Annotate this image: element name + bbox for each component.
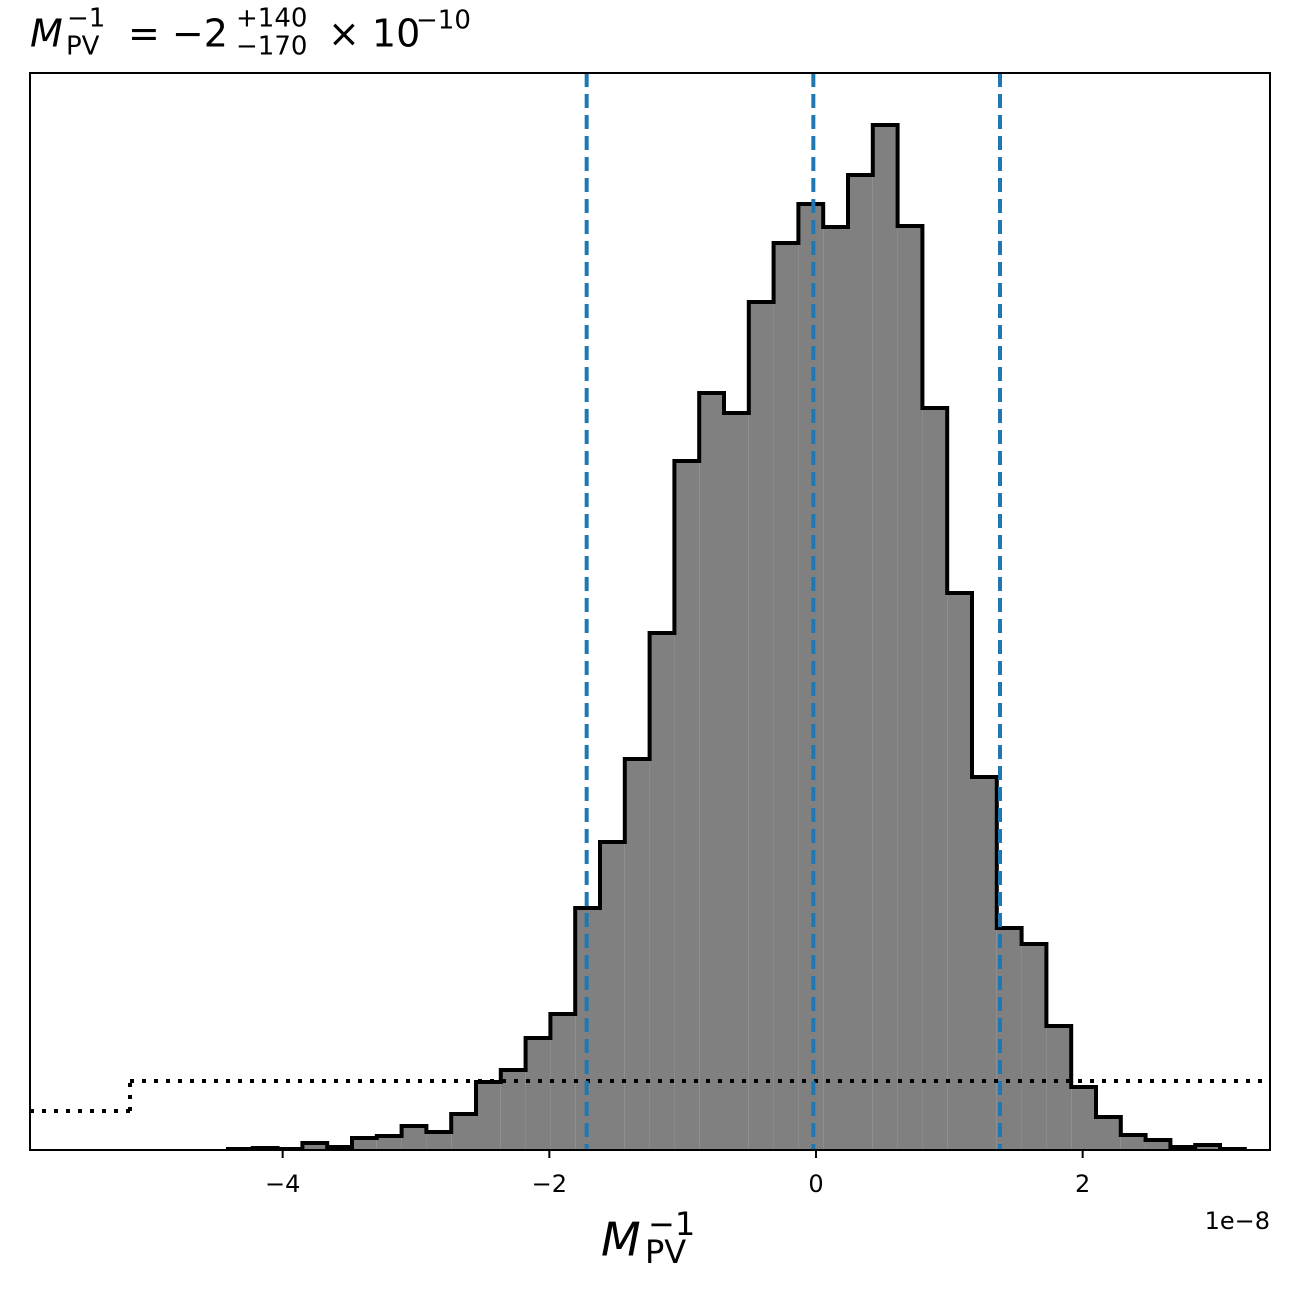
x-tick-label: −2	[532, 1170, 567, 1198]
bar	[724, 413, 749, 1150]
bar	[947, 593, 972, 1150]
title: M −1 PV = −2 +140 −170 × 10 −10	[30, 4, 471, 62]
x-axis-label: M PV −1	[601, 1205, 695, 1271]
bar	[1046, 1026, 1072, 1150]
bar	[624, 759, 650, 1150]
bar	[748, 302, 774, 1150]
bar	[302, 1143, 328, 1150]
bar	[1120, 1135, 1146, 1150]
title-lower: −170	[236, 32, 307, 62]
title-symbol: M	[30, 12, 63, 56]
x-offset-label: 1e−8	[1205, 1207, 1270, 1235]
bar	[872, 125, 898, 1150]
x-tick-label: −4	[265, 1170, 300, 1198]
histogram	[228, 125, 1245, 1150]
bar	[500, 1070, 526, 1150]
bar	[798, 204, 824, 1150]
title-symbol-sup: −1	[67, 4, 105, 34]
bar	[525, 1038, 551, 1150]
bar	[1145, 1140, 1171, 1150]
title-scale: × 10	[328, 12, 420, 56]
bar	[426, 1132, 452, 1150]
bar	[600, 842, 625, 1150]
bar	[674, 461, 700, 1150]
bar	[451, 1114, 476, 1150]
x-tick-label: 2	[1075, 1170, 1090, 1198]
bar	[922, 408, 948, 1150]
title-median: = −2	[128, 12, 228, 56]
bar	[1195, 1145, 1220, 1150]
title-scale-exp: −10	[416, 6, 471, 36]
x-label-sub: PV	[645, 1233, 686, 1271]
bar	[401, 1126, 427, 1150]
bar	[699, 393, 724, 1150]
plot-frame	[29, 72, 1271, 1151]
bar	[376, 1136, 402, 1150]
x-tick-label: 0	[808, 1170, 823, 1198]
title-symbol-sub: PV	[66, 32, 100, 62]
bar	[1071, 1087, 1096, 1150]
bar	[1021, 944, 1047, 1150]
bar	[352, 1138, 377, 1150]
title-upper: +140	[236, 4, 307, 34]
x-label-sup: −1	[648, 1205, 695, 1243]
bar	[649, 633, 675, 1150]
x-label-symbol: M	[601, 1213, 641, 1267]
bar	[476, 1082, 501, 1150]
histogram-outline	[226, 123, 1247, 1151]
bar	[897, 226, 923, 1150]
bar	[773, 243, 799, 1150]
bar	[823, 227, 848, 1150]
bar	[1096, 1117, 1121, 1150]
bar	[972, 777, 997, 1150]
bar	[848, 175, 873, 1150]
